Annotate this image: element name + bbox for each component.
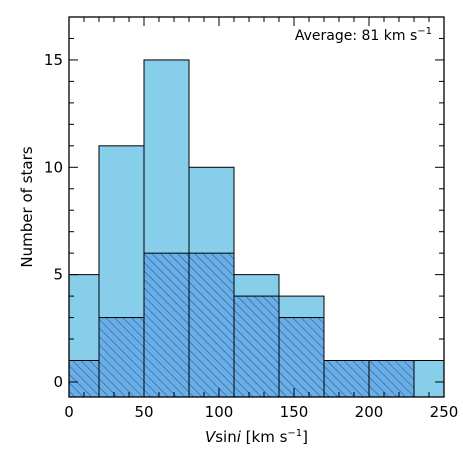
axis-ticks	[68, 16, 445, 397]
x-tick-label: 0	[64, 403, 74, 421]
x-label-superscript: −1	[287, 428, 302, 439]
bar-hatched-7	[368, 360, 415, 398]
tick-labels: 0 50 100 150 200 250 0 5 10 15	[44, 51, 458, 421]
x-tick-label: 200	[355, 403, 384, 421]
bar-hatched-1	[98, 317, 145, 398]
x-tick-label: 50	[134, 403, 153, 421]
bar-hatched-6	[323, 360, 370, 398]
y-tick-label: 15	[44, 51, 63, 69]
y-axis-label: Number of stars	[18, 146, 36, 267]
x-label-units: [km s	[241, 428, 288, 446]
x-label-sin: sin	[215, 428, 237, 446]
annotation-text: Average: 81 km s	[295, 28, 417, 44]
y-tick-label: 10	[44, 158, 63, 176]
x-tick-label: 250	[430, 403, 459, 421]
plot-frame	[68, 16, 445, 398]
bar-hatched-4	[233, 295, 280, 398]
y-tick-label: 0	[53, 373, 63, 391]
x-tick-label: 100	[205, 403, 234, 421]
hatched-bars	[68, 252, 415, 398]
x-label-close: ]	[302, 428, 308, 446]
bar-hatched-2	[143, 252, 190, 398]
x-label-i: i	[237, 428, 242, 446]
x-axis-label: Vsini [km s−1]	[205, 428, 308, 446]
bar-hatched-0	[68, 360, 100, 398]
y-tick-label: 5	[53, 266, 63, 284]
x-tick-label: 150	[280, 403, 309, 421]
bar-hatched-3	[188, 252, 235, 398]
bar-hatched-5	[278, 317, 325, 398]
average-annotation: Average: 81 km s−1	[295, 26, 432, 44]
bar-total-8	[413, 360, 445, 398]
annotation-superscript: −1	[417, 26, 432, 37]
x-label-v: V	[205, 428, 217, 446]
